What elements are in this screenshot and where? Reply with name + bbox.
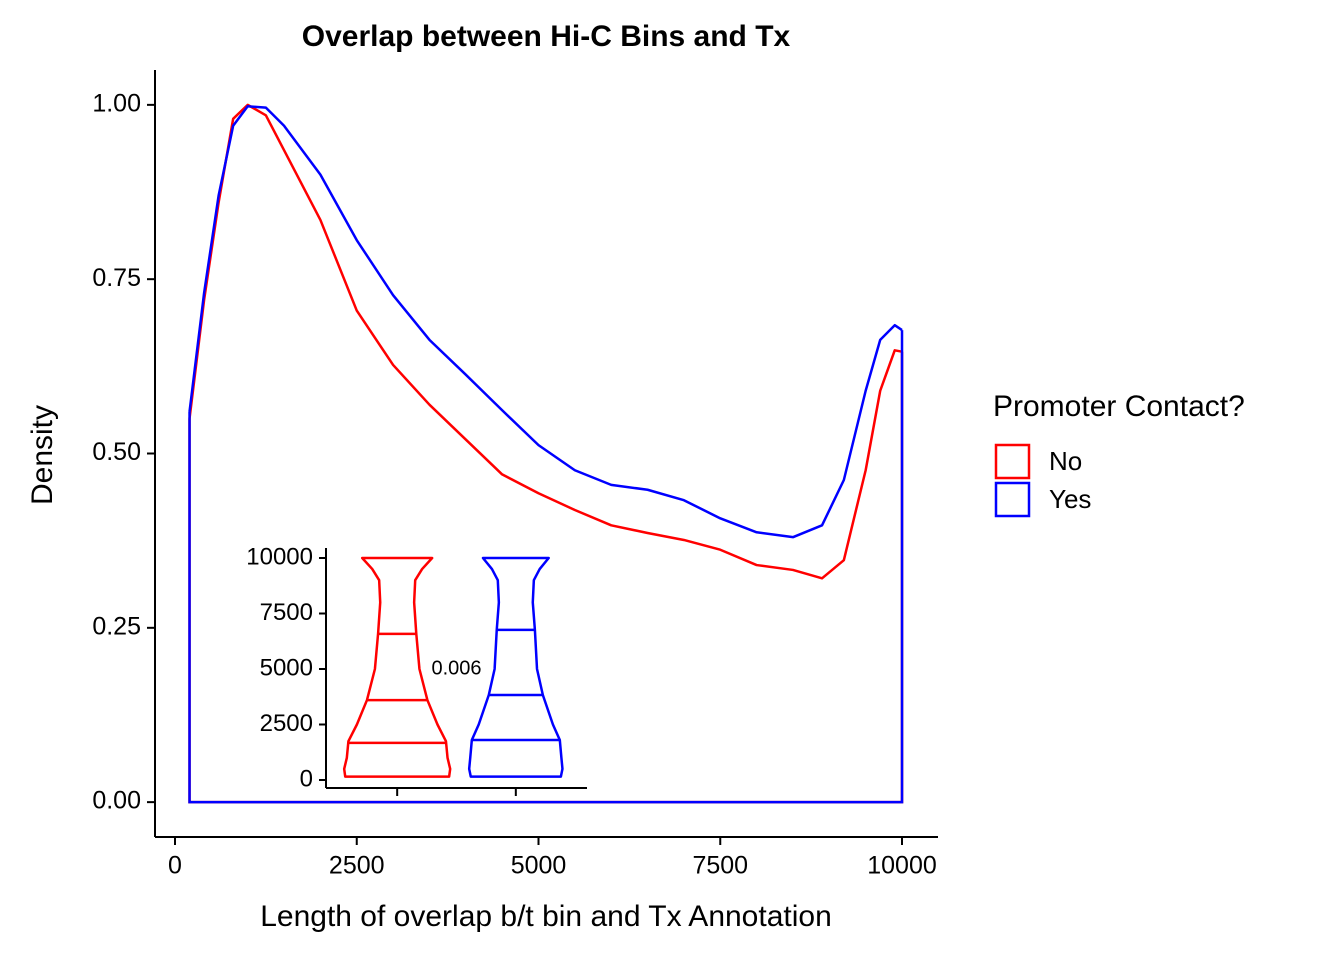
violin <box>342 556 452 778</box>
inset-y-tick-label: 10000 <box>246 543 313 570</box>
legend-label: Yes <box>1049 484 1091 514</box>
x-tick-label: 10000 <box>867 852 937 880</box>
annotation: 0.006 <box>431 657 481 679</box>
violin <box>467 556 564 778</box>
inset-y-tick-label: 5000 <box>260 654 313 681</box>
legend-label: No <box>1049 446 1082 476</box>
density-curve <box>188 103 903 580</box>
density-curve <box>188 105 903 539</box>
y-tick-label: 0.25 <box>92 612 141 640</box>
legend-key <box>994 443 1031 480</box>
y-axis-label: Density <box>26 405 59 505</box>
x-tick-label: 0 <box>168 852 182 880</box>
y-tick-label: 1.00 <box>92 89 141 117</box>
y-tick-label: 0.75 <box>92 264 141 292</box>
inset-y-tick-label: 7500 <box>260 599 313 626</box>
x-tick-label: 7500 <box>692 852 748 880</box>
y-tick-label: 0.50 <box>92 438 141 466</box>
x-axis-label: Length of overlap b/t bin and Tx Annotat… <box>260 900 832 933</box>
legend-title: Promoter Contact? <box>993 390 1245 423</box>
legend-key <box>994 481 1031 518</box>
inset-y-tick-label: 2500 <box>260 710 313 737</box>
density-baseline <box>188 330 904 804</box>
chart-title: Overlap between Hi-C Bins and Tx <box>302 20 791 53</box>
x-tick-label: 2500 <box>329 852 385 880</box>
y-tick-label: 0.00 <box>92 787 141 815</box>
x-tick-label: 5000 <box>511 852 567 880</box>
inset-y-tick-label: 0 <box>300 765 313 792</box>
